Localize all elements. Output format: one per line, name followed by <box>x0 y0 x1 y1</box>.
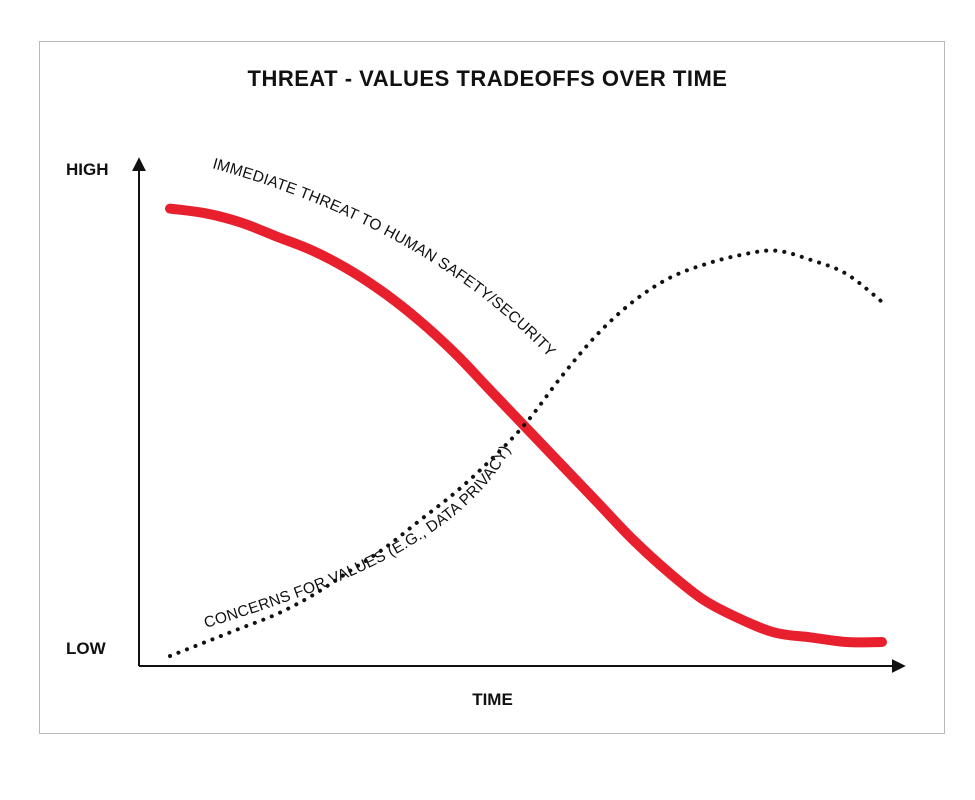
values-curve-label-text: CONCERNS FOR VALUES (E.G., DATA PRIVACY) <box>202 443 514 632</box>
y-axis-low-label: LOW <box>66 639 106 658</box>
threat-series-line <box>165 203 887 648</box>
y-axis-high-label: HIGH <box>66 160 109 179</box>
values-curve-label: CONCERNS FOR VALUES (E.G., DATA PRIVACY) <box>202 443 514 632</box>
chart-title: THREAT - VALUES TRADEOFFS OVER TIME <box>247 66 728 91</box>
values-series-line <box>168 248 884 658</box>
threat-curve-label-text: IMMEDIATE THREAT TO HUMAN SAFETY/SECURIT… <box>211 155 559 360</box>
x-axis-label: TIME <box>472 690 513 709</box>
threat-curve-label: IMMEDIATE THREAT TO HUMAN SAFETY/SECURIT… <box>211 155 559 360</box>
